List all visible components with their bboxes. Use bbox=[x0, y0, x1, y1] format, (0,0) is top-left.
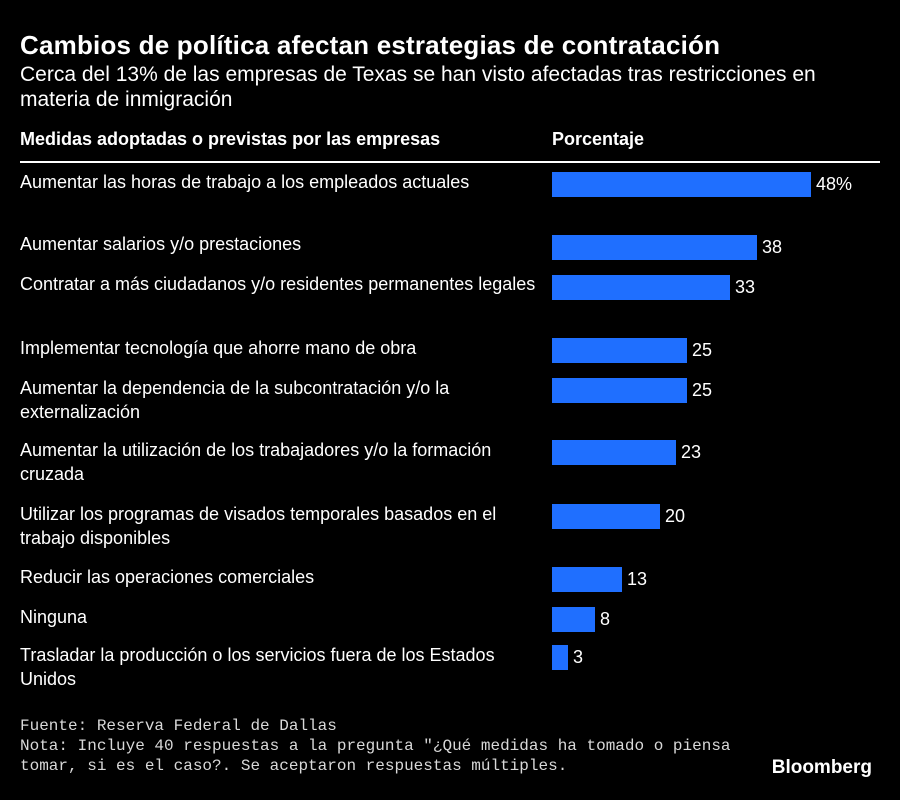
bar bbox=[552, 378, 687, 403]
bar-value-label: 13 bbox=[627, 569, 648, 589]
row-label: Aumentar las horas de trabajo a los empl… bbox=[20, 172, 470, 192]
bar bbox=[552, 440, 676, 465]
footnote: Nota: Incluye 40 respuestas a la pregunt… bbox=[20, 737, 731, 775]
row-label: Trasladar la producción o los servicios … bbox=[20, 645, 495, 689]
row-label: Implementar tecnología que ahorre mano d… bbox=[20, 338, 417, 358]
bar-value-label: 20 bbox=[665, 506, 686, 526]
column-header-measures: Medidas adoptadas o previstas por las em… bbox=[20, 129, 441, 149]
bar bbox=[552, 607, 595, 632]
footer-notes: Fuente: Reserva Federal de Dallas Nota: … bbox=[20, 716, 740, 776]
bloomberg-logo: Bloomberg bbox=[771, 757, 872, 778]
bar bbox=[552, 567, 622, 592]
bar bbox=[552, 504, 660, 529]
row-label: Contratar a más ciudadanos y/o residente… bbox=[20, 274, 536, 294]
row-label: Reducir las operaciones comerciales bbox=[20, 567, 315, 587]
row-label: Ninguna bbox=[20, 607, 88, 627]
bar-value-label: 38 bbox=[762, 237, 783, 257]
bar bbox=[552, 235, 757, 260]
row-label: Utilizar los programas de visados tempor… bbox=[20, 504, 497, 548]
chart-subtitle: Cerca del 13% de las empresas de Texas s… bbox=[20, 63, 816, 111]
bar-value-label: 8 bbox=[600, 609, 611, 629]
row-label: Aumentar la utilización de los trabajado… bbox=[20, 440, 492, 484]
bar-value-label: 25 bbox=[692, 340, 713, 360]
row-label: Aumentar la dependencia de la subcontrat… bbox=[20, 378, 450, 422]
source-note: Fuente: Reserva Federal de Dallas bbox=[20, 717, 337, 735]
bar bbox=[552, 645, 568, 670]
bar-value-label: 33 bbox=[735, 277, 756, 297]
bar bbox=[552, 338, 687, 363]
bar bbox=[552, 275, 730, 300]
bar-value-label: 3 bbox=[573, 647, 584, 667]
column-header-percentage: Porcentaje bbox=[552, 129, 645, 149]
header-divider bbox=[20, 161, 880, 163]
row-label: Aumentar salarios y/o prestaciones bbox=[20, 234, 302, 254]
bar-value-label: 23 bbox=[681, 442, 702, 462]
bar-value-label: 25 bbox=[692, 380, 713, 400]
chart-title: Cambios de política afectan estrategias … bbox=[20, 30, 721, 60]
bar bbox=[552, 172, 811, 197]
bar-value-label: 48% bbox=[816, 174, 853, 194]
